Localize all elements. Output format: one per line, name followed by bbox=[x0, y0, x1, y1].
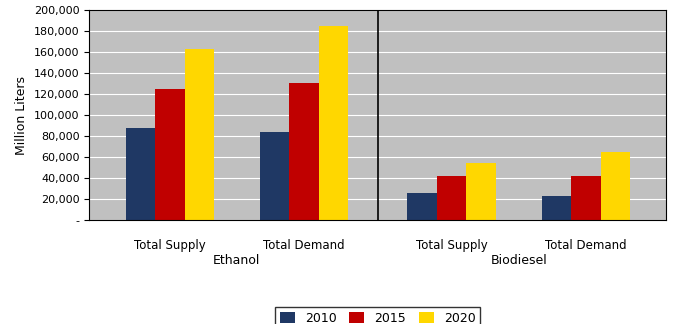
Bar bbox=[319, 26, 348, 220]
Text: Total Demand: Total Demand bbox=[545, 239, 627, 252]
Bar bbox=[407, 193, 437, 220]
Bar bbox=[600, 152, 630, 220]
Bar bbox=[466, 163, 496, 220]
Text: Biodiesel: Biodiesel bbox=[491, 254, 547, 267]
Text: Total Supply: Total Supply bbox=[134, 239, 205, 252]
Bar bbox=[289, 84, 319, 220]
Bar bbox=[571, 176, 600, 220]
Text: Total Supply: Total Supply bbox=[416, 239, 488, 252]
Text: Total Demand: Total Demand bbox=[263, 239, 345, 252]
Y-axis label: Million Liters: Million Liters bbox=[15, 75, 28, 155]
Bar bbox=[185, 49, 214, 220]
Bar bbox=[260, 132, 289, 220]
Bar bbox=[437, 176, 466, 220]
Bar bbox=[155, 89, 185, 220]
Bar bbox=[541, 196, 571, 220]
Text: Ethanol: Ethanol bbox=[213, 254, 260, 267]
Legend: 2010, 2015, 2020: 2010, 2015, 2020 bbox=[275, 307, 480, 324]
Bar bbox=[126, 128, 155, 220]
